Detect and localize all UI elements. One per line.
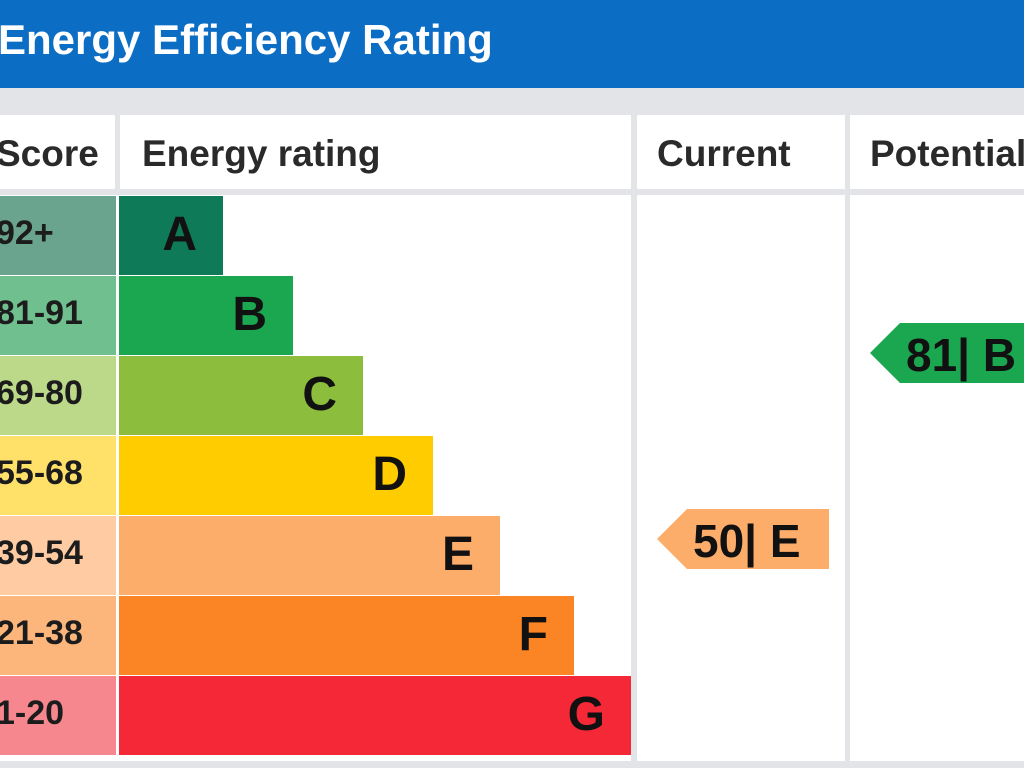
- column-header-energy-rating: Energy rating: [142, 133, 381, 174]
- current-column-panel: 50| E: [637, 195, 845, 761]
- rating-band-row: 39-54 E: [0, 516, 631, 595]
- rating-band-bar: A: [119, 196, 223, 275]
- rating-band-letter: F: [518, 608, 548, 661]
- rating-band-row: 21-38 F: [0, 596, 631, 675]
- rating-band-letter: D: [372, 448, 407, 501]
- rating-band-bar: E: [119, 516, 500, 595]
- rating-band-row: 69-80 C: [0, 356, 631, 435]
- column-header-current: Current: [657, 133, 791, 174]
- potential-rating-value: 81| B: [906, 329, 1017, 381]
- rating-band-bar: C: [119, 356, 363, 435]
- header-potential-cell: Potential: [850, 115, 1024, 189]
- rating-band-row: 81-91 B: [0, 276, 631, 355]
- current-rating-arrow: 50| E: [657, 509, 829, 569]
- rating-band-row: 55-68 D: [0, 436, 631, 515]
- rating-band-bar: F: [119, 596, 574, 675]
- rating-band-row: 1-20 G: [0, 676, 631, 755]
- score-range-label: 21-38: [0, 614, 83, 652]
- score-range-label: 55-68: [0, 454, 83, 492]
- score-range-label: 39-54: [0, 534, 83, 572]
- score-range-cell: 81-91: [0, 276, 116, 355]
- rating-scale-panel: 92+ A 81-91 B 69-80 C 55-68 D 39-54 E 21-38 F 1-20 G: [0, 195, 631, 761]
- rating-band-letter: B: [232, 288, 267, 341]
- header-energy-rating-cell: Energy rating: [120, 115, 631, 189]
- score-range-label: 1-20: [0, 694, 65, 732]
- score-range-label: 92+: [0, 214, 54, 252]
- rating-band-letter: G: [567, 688, 605, 741]
- rating-band-letter: E: [441, 528, 474, 581]
- score-range-cell: 21-38: [0, 596, 116, 675]
- title-bar: Energy Efficiency Rating: [0, 0, 1024, 88]
- page-title: Energy Efficiency Rating: [0, 16, 493, 63]
- rating-band-bar: B: [119, 276, 293, 355]
- rating-band-bar: G: [119, 676, 631, 755]
- score-range-cell: 55-68: [0, 436, 116, 515]
- rating-band-letter: C: [302, 368, 337, 421]
- header-current-cell: Current: [637, 115, 845, 189]
- potential-rating-arrow: 81| B: [870, 323, 1024, 383]
- score-range-cell: 69-80: [0, 356, 116, 435]
- column-header-potential: Potential: [870, 133, 1024, 174]
- score-range-cell: 39-54: [0, 516, 116, 595]
- score-range-cell: 1-20: [0, 676, 116, 755]
- score-range-cell: 92+: [0, 196, 116, 275]
- score-range-label: 69-80: [0, 374, 83, 412]
- rating-band-row: 92+ A: [0, 196, 631, 275]
- score-range-label: 81-91: [0, 294, 83, 332]
- rating-band-letter: A: [162, 208, 197, 261]
- current-rating-value: 50| E: [693, 515, 801, 567]
- rating-band-bar: D: [119, 436, 433, 515]
- potential-column-panel: 81| B: [850, 195, 1024, 761]
- column-header-score: Score: [0, 133, 99, 174]
- header-score-cell: Score: [0, 115, 115, 189]
